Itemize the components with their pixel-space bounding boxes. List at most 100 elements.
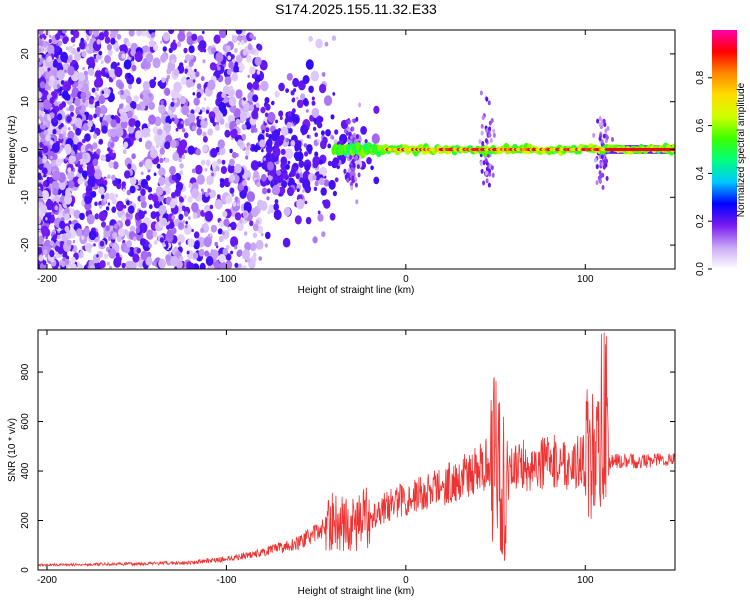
spectrogram-blob [265,132,269,137]
spectrogram-blob [251,263,256,268]
spectrogram-blob [229,85,234,91]
spectrogram-blob [52,234,57,241]
spectrogram-blob [80,144,87,153]
spectrogram-blob [179,163,184,169]
colorbar-tick-label: 0.2 [695,214,706,228]
spectrogram-blob [320,187,327,196]
spectrogram-blob [56,113,63,121]
spectrogram-burst-blob [485,178,489,184]
spectrogram-blob [92,142,98,150]
spectrogram-blob [282,172,288,180]
spectrogram-blob [199,262,206,269]
spectrogram-blob [246,82,253,90]
spectrogram-blob [312,174,317,181]
spectrogram-blob [181,127,186,133]
spectrogram-burst-blob [488,120,492,126]
spectrogram-blob [295,151,304,162]
spectrogram-blob [105,73,110,79]
spectrogram-blob [148,114,156,125]
spectrogram-blob [273,203,280,211]
spectrogram-blob [61,261,66,268]
spectrogram-blob [54,195,60,203]
spectrogram-blob [219,220,225,228]
spectrogram-blob [229,158,235,167]
spectrogram-blob [235,30,243,35]
spectrogram-blob [323,199,331,209]
spectrogram-blob [256,181,261,188]
spectrogram-blob [209,204,214,210]
spectrogram-blob [84,133,91,142]
spectrogram-blob [300,93,306,100]
spectrogram-blob [58,124,62,130]
spectrogram-blob [129,100,137,110]
spectrogram-blob [179,95,186,105]
spectrogram-blob [144,158,153,170]
spectrogram-blob [168,30,175,35]
spectrogram-blob [66,107,69,112]
spectrogram-blob [332,92,336,96]
colorbar-ticks: 0.0 0.2 0.4 0.6 0.8 [695,70,712,276]
snr-y-tick-label: 0 [20,567,31,573]
spectrogram-burst-blob [598,170,602,176]
spectrogram-blob [64,36,69,43]
spectrogram-blob [251,110,259,120]
spectrogram-blob [93,168,103,180]
spectrogram-blob [95,69,102,79]
spectrogram-blob [159,147,165,155]
spectrogram-blob [140,200,147,209]
spectrogram-blob [96,148,101,155]
snr-x-tick-label: -200 [37,575,57,586]
spectrogram-blob [196,83,202,90]
spectrogram-blob [90,244,94,248]
spectrogram-blob [237,42,241,46]
spectrogram-blob [239,111,248,122]
spectrogram-blob [173,117,179,125]
spectrogram-blob [160,54,167,63]
spectrogram-blob [118,81,124,90]
spectrogram-blob [225,195,233,204]
spectrogram-blob [232,34,235,38]
spectrogram-blob [67,45,74,53]
spectrogram-blob [64,258,70,265]
spectrogram-blob [260,232,264,237]
spectrogram-blob [104,192,110,200]
spectrogram-blob [312,160,319,169]
spectrogram-blob [38,224,42,229]
spectrogram-blob [234,212,242,221]
spectrogram-blob [98,210,107,222]
spectrogram-blob [42,140,46,145]
spectrogram-blob [104,36,111,44]
colorbar-label: Normalized spectral amplitude [736,82,747,217]
spectrogram-blob [114,66,123,78]
spectrogram-blob [110,30,119,36]
spectrogram-blob [82,123,89,131]
spectrogram-blob [105,68,109,73]
spectrogram-blob [55,158,62,167]
spectrogram-blob [216,158,222,165]
spectrogram-blob [317,210,321,215]
spectrogram-blob [171,227,177,235]
spectrogram-blob [113,223,118,229]
spectrogram-blob [125,95,132,104]
spectrogram-blob [285,138,289,143]
spectrogram-blob [187,196,193,203]
spectrogram-blob [83,153,88,160]
spectrogram-blob [208,45,212,51]
spectrogram-blob [225,260,233,269]
spectrogram-blob [68,220,72,225]
spectrogram-blob [224,122,230,129]
spectrogram-blob [219,30,227,39]
spectrogram-blob [219,146,226,156]
spectrogram-blob [47,44,55,54]
spectrogram-blob [232,151,237,159]
spectrogram-blob [207,128,214,136]
spectrogram-blob [257,161,263,168]
spectrogram-blob [292,108,296,114]
spectrogram-blob [173,68,180,77]
spectrogram-burst-blob [599,174,603,179]
spectrogram-blob [61,30,67,34]
spectrogram-blob [78,233,81,237]
spectrogram-blob [86,37,90,41]
spectrogram-blob [323,95,333,106]
